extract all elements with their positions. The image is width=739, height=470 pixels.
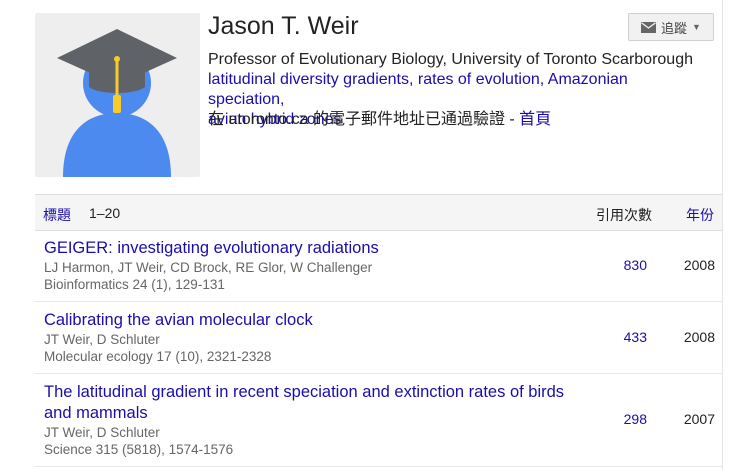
citation-count-link[interactable]: 433 xyxy=(623,329,647,345)
article-title-link[interactable]: The latitudinal gradient in recent speci… xyxy=(44,383,565,422)
interest-link[interactable]: avian hybrid zones xyxy=(208,111,342,128)
articles-table-header: 標題 1–20 引用次數 年份 xyxy=(35,194,722,231)
follow-button[interactable]: 追蹤 ▼ xyxy=(628,13,714,41)
article-authors: LJ Harmon, JT Weir, CD Brock, RE Glor, W… xyxy=(44,260,373,275)
article-year: 2008 xyxy=(683,329,715,345)
sort-by-title-link[interactable]: 標題 xyxy=(43,207,71,223)
profile-name: Jason T. Weir xyxy=(208,12,359,40)
article-authors: JT Weir, D Schluter xyxy=(44,332,160,347)
research-interests: latitudinal diversity gradients, rates o… xyxy=(208,70,708,130)
interest-separator: , xyxy=(409,71,418,88)
interest-separator: , xyxy=(539,71,548,88)
dropdown-caret-icon: ▼ xyxy=(692,22,701,32)
sort-by-year-link[interactable]: 年份 xyxy=(686,207,714,223)
citation-count-link[interactable]: 830 xyxy=(623,257,647,273)
interest-link[interactable]: latitudinal diversity gradients xyxy=(208,71,409,88)
interest-link[interactable]: rates of evolution xyxy=(417,71,540,88)
verified-email: 在 utoronto.ca 的電子郵件地址已通過驗證 - 首頁 xyxy=(208,110,551,130)
interest-separator: , xyxy=(280,91,285,108)
article-venue: Molecular ecology 17 (10), 2321-2328 xyxy=(44,349,272,364)
article-venue: Bioinformatics 24 (1), 129-131 xyxy=(44,277,225,292)
verified-email-text: 在 utoronto.ca 的電子郵件地址已通過驗證 - xyxy=(208,111,520,128)
article-year: 2007 xyxy=(683,411,715,427)
article-row: GEIGER: investigating evolutionary radia… xyxy=(35,230,722,302)
article-title-link[interactable]: Calibrating the avian molecular clock xyxy=(44,311,313,329)
follow-label: 追蹤 xyxy=(661,20,688,36)
article-title-link[interactable]: GEIGER: investigating evolutionary radia… xyxy=(44,239,379,257)
profile-avatar xyxy=(35,13,200,177)
profile-affiliation: Professor of Evolutionary Biology, Unive… xyxy=(208,51,693,68)
article-row: The latitudinal gradient in recent speci… xyxy=(35,374,722,467)
article-year: 2008 xyxy=(683,257,715,273)
article-authors: JT Weir, D Schluter xyxy=(44,425,160,440)
homepage-link[interactable]: 首頁 xyxy=(519,111,552,128)
graduate-avatar-icon xyxy=(57,29,177,177)
article-range: 1–20 xyxy=(89,205,121,221)
interest-link[interactable]: Amazonian speciation xyxy=(208,71,628,108)
page-right-border xyxy=(722,0,723,470)
citation-count-link[interactable]: 298 xyxy=(623,411,647,427)
mail-icon xyxy=(641,21,657,33)
article-venue: Science 315 (5818), 1574-1576 xyxy=(44,442,234,457)
cited-by-column-header: 引用次數 xyxy=(596,207,652,223)
article-row: Calibrating the avian molecular clock JT… xyxy=(35,302,722,374)
